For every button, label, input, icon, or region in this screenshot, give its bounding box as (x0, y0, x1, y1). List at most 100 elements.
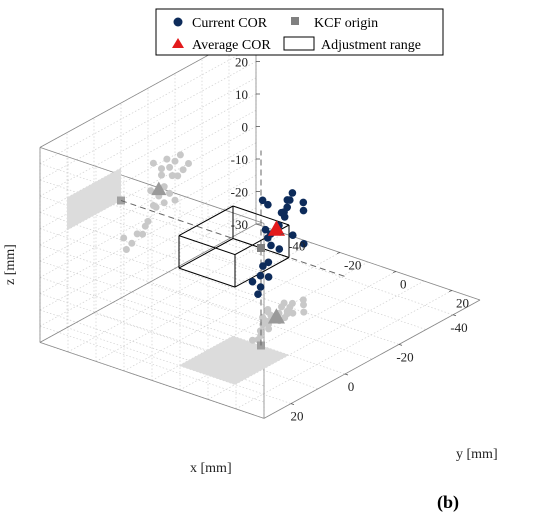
current-cor-point (264, 234, 272, 242)
average-cor-wall-projection (151, 181, 167, 196)
grid-line-floor-y (207, 280, 425, 400)
cor-floor-projection (278, 303, 285, 311)
cor-floor-projection (299, 296, 307, 304)
cor-floor-projection (254, 336, 262, 344)
grid-line-xwall-z (39, 325, 265, 403)
grid-line-ywall-z (39, 174, 257, 294)
current-cor-point (264, 200, 272, 209)
y-axis-line (263, 299, 481, 419)
y-tick-label: -20 (344, 258, 361, 273)
box-edge (39, 147, 265, 224)
y-tick-mark (280, 233, 285, 235)
grid-line-floor-y (179, 271, 397, 391)
cor-wall-projection (149, 159, 157, 167)
grid-line-ywall-z (39, 93, 257, 213)
cor-wall-projection (128, 239, 136, 247)
z-tick-label: 10 (235, 87, 248, 102)
grid-line-floor-x (66, 327, 292, 404)
cor-wall-projection (174, 172, 182, 180)
current-cor-point (300, 240, 308, 248)
legend-kcf-origin-marker (291, 17, 299, 25)
grid-line-floor-y (235, 290, 453, 410)
cor-wall-projection (160, 199, 168, 207)
cor-floor-projection (264, 306, 272, 313)
y-tick-label: -40 (288, 239, 305, 254)
adjustment-range-wall-shadow (67, 168, 121, 231)
cor-floor-projection (265, 325, 273, 333)
x-tick-label: 0 (348, 379, 355, 394)
cor-wall-projection (163, 155, 171, 163)
grid-line-ywall-z (39, 207, 257, 327)
x-tick-mark (344, 373, 349, 376)
legend-adjustment-range-label: Adjustment range (321, 38, 421, 53)
cor-wall-projection (139, 230, 147, 238)
current-cor-point (283, 196, 292, 204)
grid-line-ywall-z (39, 126, 257, 246)
legend: Current COR KCF origin Average COR Adjus… (155, 8, 444, 56)
grid-line-xwall-z (39, 244, 265, 322)
data-layer (120, 150, 346, 346)
average-cor-point (267, 220, 285, 236)
x-tick-mark (290, 403, 295, 405)
current-cor-point (256, 271, 265, 280)
x-tick-label: -20 (396, 349, 413, 364)
cor-floor-projection (249, 336, 256, 344)
cor-wall-projection (171, 196, 179, 204)
legend-current-cor-marker (173, 17, 183, 27)
current-cor-point (264, 258, 273, 267)
current-cor-point (259, 262, 267, 270)
current-cor-point (299, 198, 308, 207)
z-tick-label: -20 (231, 185, 248, 200)
y-tick-mark (392, 271, 397, 273)
grid-line-ywall-z (39, 77, 257, 197)
cor-wall-projection (120, 234, 128, 242)
y-axis-label: y [mm] (456, 447, 498, 462)
y-tick-mark (448, 290, 453, 292)
x-tick-label: -40 (450, 320, 467, 335)
cor-floor-projection (256, 327, 264, 335)
cor-wall-projection (158, 171, 165, 179)
legend-box (155, 8, 444, 56)
current-cor-point (275, 245, 284, 253)
grid-line-floor-x (228, 238, 454, 316)
z-tick-label: -30 (231, 217, 248, 232)
grid-line-floor-x (174, 268, 400, 345)
current-cor-point (258, 196, 267, 205)
grid-line-ywall-z (39, 191, 257, 311)
cor-wall-projection (147, 187, 155, 195)
cor-floor-projection (259, 321, 267, 329)
current-cor-point (254, 290, 262, 299)
cor-floor-projection (281, 314, 289, 322)
current-cor-point (288, 189, 297, 197)
grid-line-floor-x (93, 312, 319, 390)
cor-wall-projection (171, 157, 179, 165)
panel-label: (b) (437, 492, 459, 512)
adjustment-range-floor-shadow (179, 336, 289, 385)
y-tick-mark (336, 252, 341, 254)
grid-line-xwall-z (39, 260, 265, 338)
z-axis-label: z [mm] (3, 244, 18, 285)
adjustment-range-edge (178, 267, 236, 288)
grid-line-floor-x (120, 297, 346, 375)
box-edge (39, 342, 265, 419)
box-edge (39, 223, 257, 343)
grid-line-xwall-z (39, 212, 265, 289)
cor-wall-projection (141, 222, 149, 230)
x-tick-mark (398, 344, 403, 346)
kcf-origin-point (257, 244, 265, 252)
z-tick-label: 0 (242, 120, 249, 135)
z-tick-label: 20 (235, 55, 248, 70)
current-cor-point (289, 231, 297, 239)
grid-line-ywall-z (39, 61, 257, 181)
legend-average-cor-label: Average COR (192, 38, 271, 53)
x-axis-label: x [mm] (190, 461, 232, 476)
current-cor-point (267, 241, 275, 250)
grid-line-floor-x (147, 282, 373, 360)
cor-wall-projection (158, 165, 165, 173)
projection-layer (67, 151, 308, 385)
grid-line-ywall-z (39, 109, 257, 229)
legend-average-cor-marker (172, 38, 184, 48)
cor-wall-projection (185, 160, 192, 167)
